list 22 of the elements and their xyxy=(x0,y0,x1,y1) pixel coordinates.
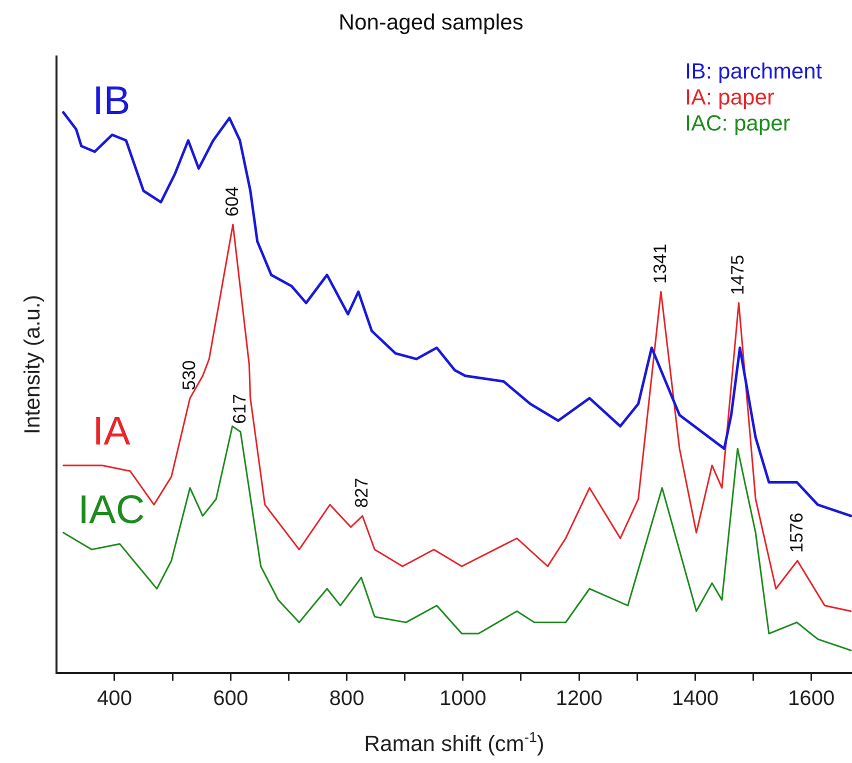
x-tick-label: 1200 xyxy=(556,687,602,710)
annotation: 1341 xyxy=(650,244,670,284)
x-tick-label: 1600 xyxy=(788,687,835,710)
x-tick-label: 600 xyxy=(213,687,248,710)
annotation: 1576 xyxy=(786,512,806,553)
text: IB: parchment xyxy=(685,58,822,84)
annotation: IA xyxy=(92,409,131,454)
chart-title: Non-aged samples xyxy=(338,9,524,34)
annotation: 617 xyxy=(229,394,250,424)
annotation: 827 xyxy=(351,478,372,508)
text: IA: paper xyxy=(685,84,774,110)
x-tick-label: 800 xyxy=(329,687,364,710)
annotation: IB xyxy=(92,78,130,123)
x-tick-label: 1000 xyxy=(440,687,486,710)
y-axis-title: Intensity (a.u.) xyxy=(19,294,44,434)
annotation: 1475 xyxy=(728,254,748,295)
annotation: IAC xyxy=(78,488,145,532)
annotation: 604 xyxy=(222,186,242,217)
annotation: 530 xyxy=(178,360,199,390)
text: IAC: paper xyxy=(685,110,790,136)
x-tick-label: 1400 xyxy=(672,687,719,710)
x-tick-label: 400 xyxy=(96,687,132,710)
